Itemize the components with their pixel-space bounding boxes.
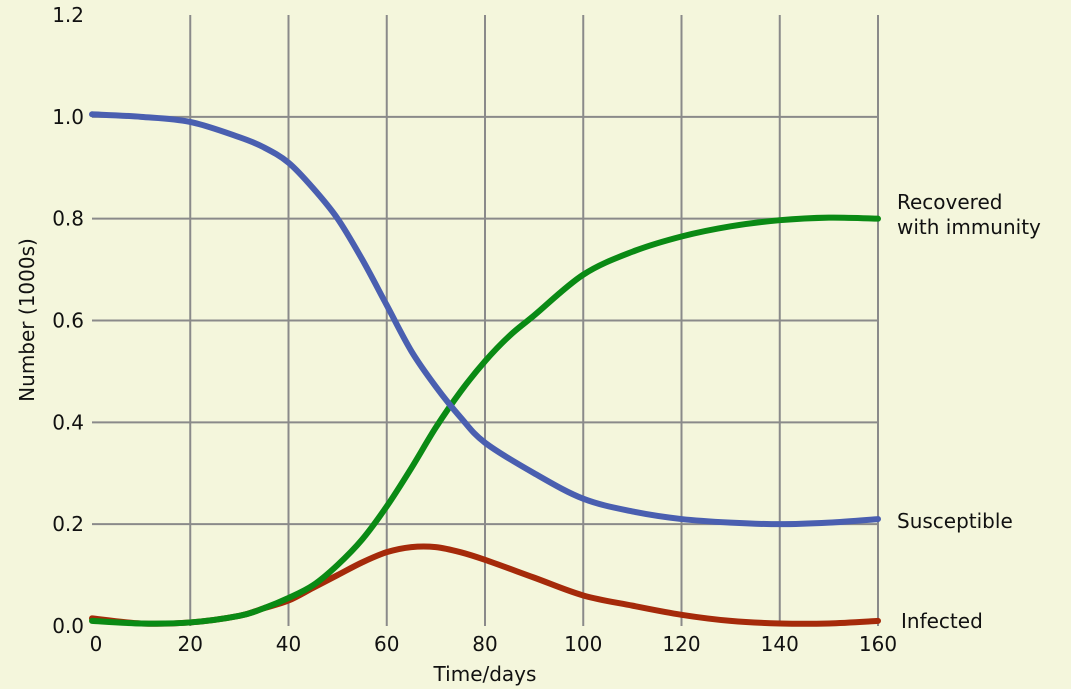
grid — [92, 15, 879, 626]
y-tick-labels: 0.0 0.2 0.4 0.6 0.8 1.0 1.2 — [52, 3, 84, 638]
y-axis-label: Number (1000s) — [15, 238, 39, 402]
series-lines — [89, 111, 881, 627]
x-tick-labels: 0 20 40 60 80 100 120 140 160 — [90, 632, 897, 656]
series-label-recovered: Recovered with immunity — [897, 190, 1041, 239]
y-tick-label: 1.2 — [52, 3, 84, 27]
x-tick-label: 80 — [472, 632, 497, 656]
y-tick-label: 0.6 — [52, 309, 84, 333]
series-label-line: Susceptible — [897, 509, 1013, 533]
y-tick-label: 0.0 — [52, 614, 84, 638]
y-tick-label: 0.4 — [52, 410, 84, 434]
series-label-infected: Infected — [901, 609, 983, 633]
x-axis-label: Time/days — [433, 662, 537, 686]
x-tick-label: 0 — [90, 632, 103, 656]
y-tick-label: 0.8 — [52, 207, 84, 231]
x-tick-label: 140 — [761, 632, 799, 656]
x-tick-label: 100 — [564, 632, 602, 656]
series-label-line: Recovered — [897, 190, 1002, 214]
y-tick-label: 1.0 — [52, 105, 84, 129]
series-line-susceptible — [89, 111, 881, 528]
series-label-line: with immunity — [897, 215, 1041, 239]
x-tick-label: 160 — [859, 632, 897, 656]
x-tick-label: 60 — [374, 632, 399, 656]
series-label-line: Infected — [901, 609, 983, 633]
series-line-recovered — [89, 214, 881, 627]
x-tick-label: 120 — [662, 632, 700, 656]
series-label-susceptible: Susceptible — [897, 509, 1013, 533]
series-labels: Susceptible Recovered with immunity Infecte… — [897, 190, 1041, 633]
x-tick-label: 20 — [178, 632, 203, 656]
y-tick-label: 0.2 — [52, 512, 84, 536]
x-tick-label: 40 — [276, 632, 301, 656]
